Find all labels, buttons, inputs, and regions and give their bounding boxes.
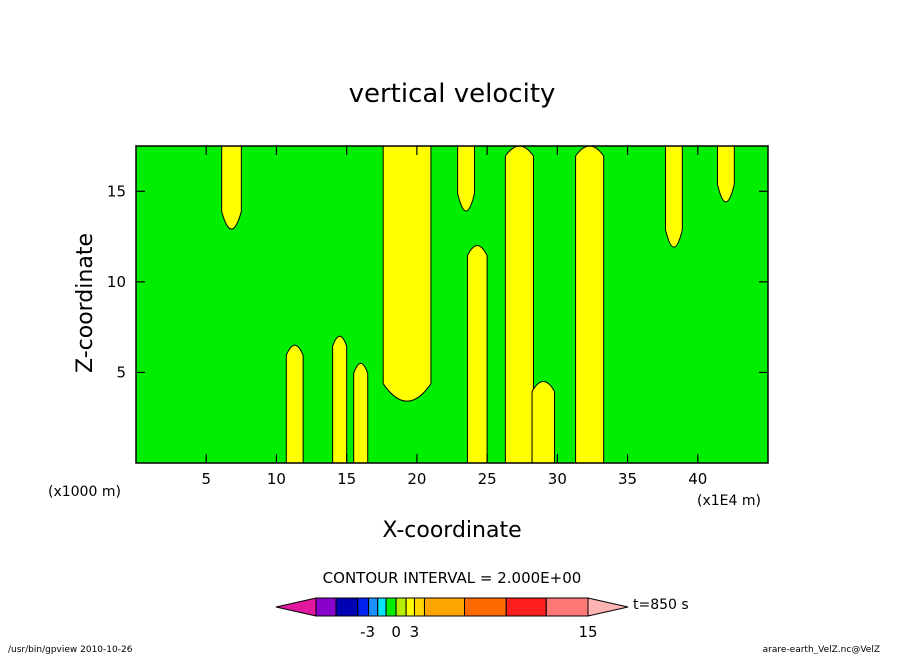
x-tick-label: 15	[337, 470, 356, 488]
colorbar-tick-label: -3	[360, 623, 375, 641]
time-label: t=850 s	[633, 597, 689, 613]
contour-region-plume-23	[457, 146, 475, 212]
contour-region-plume-32	[575, 146, 605, 463]
contour-region-plume-7	[221, 146, 242, 230]
y-tick-label: 5	[116, 363, 126, 381]
contour-region-plume-27	[504, 146, 534, 463]
colorbar-box	[315, 597, 337, 617]
y-tick-label: 15	[107, 182, 126, 200]
contour-region-plume-38	[664, 146, 683, 248]
colorbar-box	[413, 597, 425, 617]
chart-title: vertical velocity	[349, 79, 556, 109]
contour-region-plume-11	[285, 344, 304, 463]
contour-region-plume-16	[353, 362, 369, 463]
colorbar-left-arrow	[275, 597, 317, 617]
plot-frame	[135, 145, 769, 464]
colorbar-tick-label: 15	[578, 623, 597, 641]
x-tick-label: 5	[201, 470, 211, 488]
y-tick-label: 10	[107, 273, 126, 291]
colorbar-box	[385, 597, 397, 617]
colorbar-tick-label: 0	[391, 623, 401, 641]
x-tick-label: 20	[407, 470, 426, 488]
colorbar: -3 0 3 15	[275, 597, 629, 641]
x-tick-label: 25	[478, 470, 497, 488]
colorbar-box	[505, 597, 547, 617]
y-axis-label: Z-coordinate	[73, 233, 98, 373]
colorbar-tick-label: 3	[410, 623, 420, 641]
plot-area	[135, 145, 769, 464]
colorbar-box	[335, 597, 359, 617]
colorbar-box	[368, 597, 379, 617]
contour-interval-label: CONTOUR INTERVAL = 2.000E+00	[323, 569, 582, 587]
x-tick-label: 30	[548, 470, 567, 488]
x-axis-label: X-coordinate	[382, 518, 521, 543]
x-tick-label: 35	[618, 470, 637, 488]
y-axis: 5 10 15	[107, 182, 768, 381]
colorbar-box	[395, 597, 407, 617]
x-tick-label: 40	[688, 470, 707, 488]
contour-regions	[221, 146, 735, 463]
footer-left: /usr/bin/gpview 2010-10-26	[8, 645, 133, 654]
contour-region-plume-42	[716, 146, 735, 203]
x-unit-right: (x1E4 m)	[697, 493, 761, 509]
x-axis: 5 10 15 20 25 30 35 40	[201, 146, 707, 488]
contour-region-plume-29	[531, 380, 556, 463]
colorbar-right-arrow	[587, 597, 629, 617]
x-unit-left: (x1000 m)	[48, 484, 121, 500]
footer-right: arare-earth_VelZ.nc@VelZ	[763, 645, 880, 654]
contour-region-plume-20	[382, 146, 432, 402]
colorbar-box	[545, 597, 589, 617]
contour-region-plume-14	[332, 335, 348, 463]
colorbar-box	[405, 597, 415, 617]
colorbar-box	[423, 597, 466, 617]
colorbar-box	[464, 597, 507, 617]
contour-region-plume-24	[466, 245, 488, 463]
colorbar-box	[357, 597, 370, 617]
colorbar-box	[377, 597, 387, 617]
x-tick-label: 10	[267, 470, 286, 488]
